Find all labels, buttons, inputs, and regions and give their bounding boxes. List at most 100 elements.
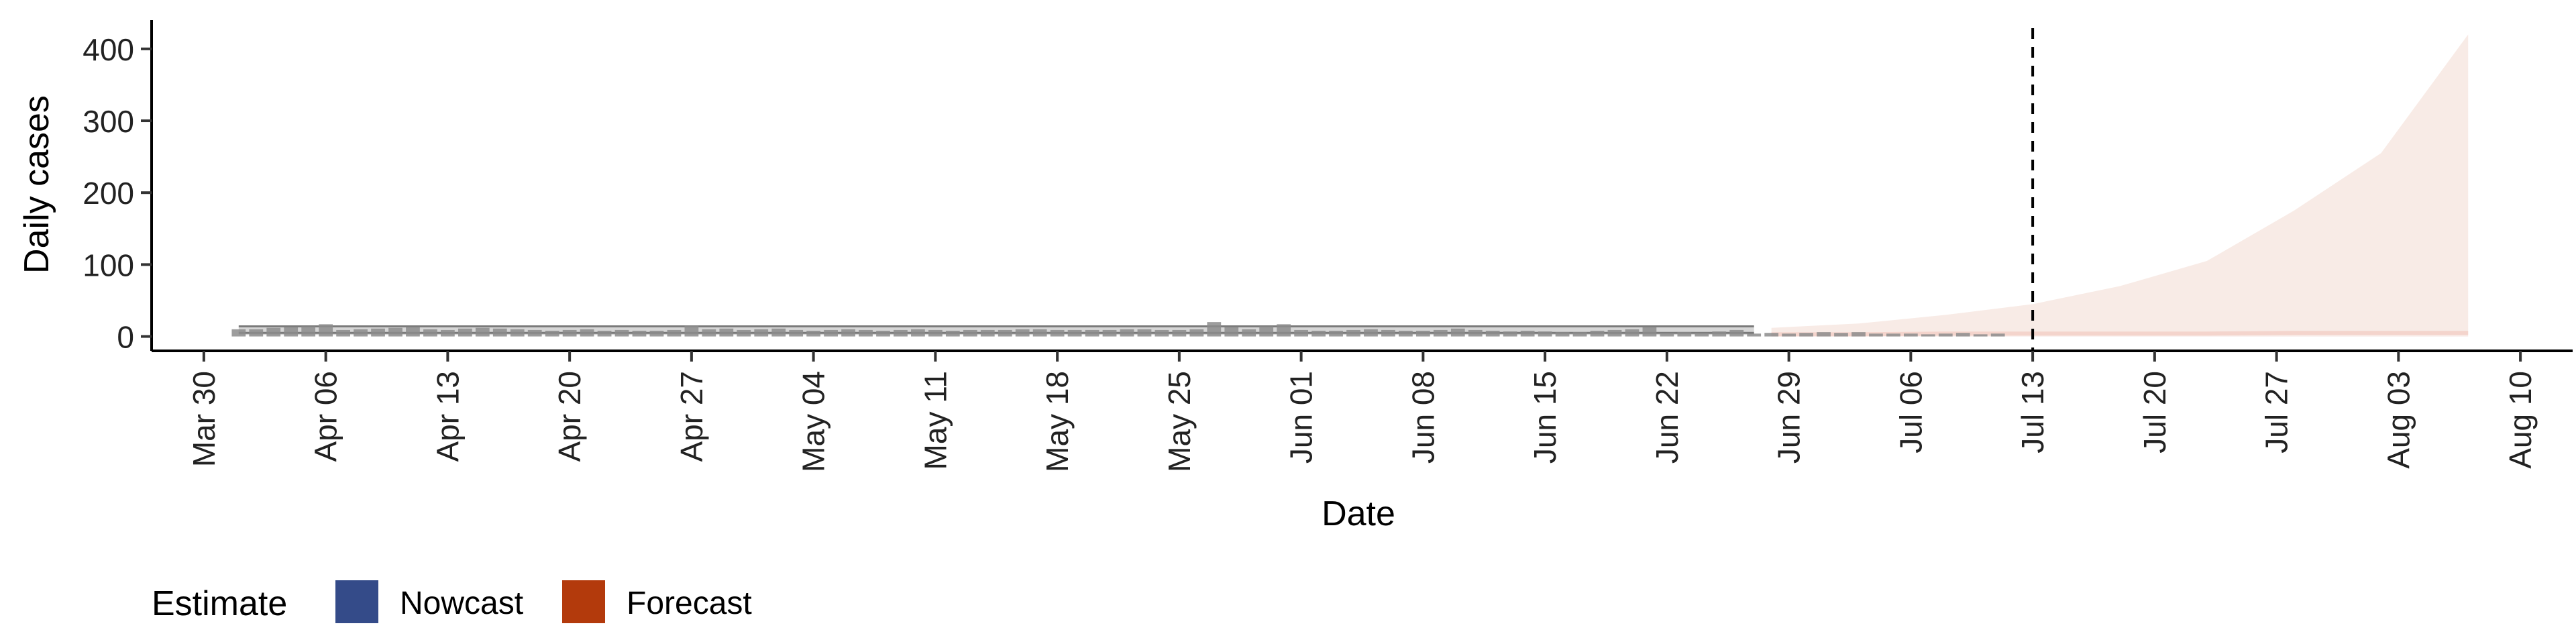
observed-bar (492, 328, 507, 337)
y-tick-label: 300 (83, 104, 134, 139)
observed-bar (894, 329, 908, 337)
observed-bar (1747, 333, 1762, 337)
observed-bar (702, 329, 716, 337)
observed-bar (1869, 333, 1883, 337)
x-tick-label: Jul 20 (2137, 371, 2172, 453)
observed-bar (562, 329, 577, 337)
observed-bar (458, 328, 472, 337)
observed-bar (1799, 333, 1813, 337)
observed-bar (423, 329, 437, 337)
x-tick-label: Jun 22 (1650, 371, 1684, 464)
observed-bar (1764, 333, 1779, 337)
observed-bar (336, 329, 350, 337)
observed-bar (231, 329, 246, 337)
observed-bar (266, 327, 281, 337)
observed-bar (1311, 330, 1326, 337)
y-axis-ticks: 0 100 200 300 400 (83, 32, 152, 355)
observed-bar (998, 329, 1012, 337)
x-tick-label: May 18 (1040, 371, 1075, 472)
observed-bar (284, 327, 299, 337)
observed-bar (1921, 334, 1935, 337)
observed-bar (632, 330, 647, 337)
x-tick-label: Jun 15 (1527, 371, 1562, 464)
observed-bar (754, 329, 769, 337)
y-axis-title: Daily cases (17, 95, 56, 274)
observed-bar (475, 327, 490, 337)
x-tick-label: Jul 06 (1893, 371, 1928, 453)
observed-cases-bars (231, 322, 2005, 337)
observed-bar (1450, 328, 1465, 337)
observed-bar (1399, 330, 1413, 337)
observed-bar (1817, 332, 1831, 337)
observed-bar (1555, 332, 1570, 337)
legend-title: Estimate (152, 584, 287, 623)
observed-bar (1834, 333, 1848, 337)
legend-swatch-nowcast (335, 580, 378, 623)
observed-bar (1102, 329, 1117, 337)
plot-area (238, 34, 2469, 337)
observed-bar (1259, 326, 1274, 337)
observed-bar (614, 329, 629, 337)
x-axis-ticks: Mar 30 Apr 06 Apr 13 Apr 20 Apr 27 May 04 May … (186, 351, 2538, 472)
observed-bar (1120, 329, 1134, 337)
x-tick-label: Jul 27 (2259, 371, 2294, 453)
observed-bar (1712, 331, 1727, 337)
observed-bar (789, 329, 804, 337)
observed-bar (1538, 331, 1552, 337)
observed-bar (1050, 329, 1065, 337)
observed-bar (1364, 329, 1378, 337)
legend-swatch-forecast (562, 580, 605, 623)
observed-bar (1729, 329, 1744, 337)
x-tick-label: May 04 (796, 371, 831, 472)
observed-bar (388, 327, 402, 337)
x-tick-label: May 11 (918, 371, 953, 470)
observed-bar (1155, 329, 1169, 337)
observed-bar (354, 329, 368, 337)
observed-bar (1973, 334, 1988, 337)
observed-bar (684, 325, 699, 337)
observed-bar (545, 330, 559, 337)
observed-bar (1067, 329, 1082, 337)
x-tick-label: Apr 20 (552, 371, 587, 462)
observed-bar (824, 329, 838, 337)
observed-bar (1695, 333, 1709, 337)
observed-bar (597, 330, 612, 337)
observed-bar (1015, 329, 1030, 337)
observed-bar (1990, 333, 2005, 337)
observed-bar (1660, 333, 1674, 337)
observed-bar (441, 329, 455, 337)
observed-bar (1415, 330, 1430, 337)
x-tick-label: Mar 30 (186, 371, 221, 467)
observed-bar (1207, 322, 1222, 337)
observed-bar (1938, 333, 1953, 337)
axes (150, 20, 2573, 352)
observed-bar (1955, 333, 1970, 337)
observed-bar (1625, 329, 1640, 337)
y-tick-label: 400 (83, 32, 134, 67)
observed-bar (1329, 330, 1343, 337)
observed-bar (1468, 329, 1483, 337)
x-tick-label: Jul 13 (2015, 371, 2050, 453)
legend-label-nowcast: Nowcast (400, 586, 523, 621)
observed-bar (928, 329, 943, 337)
observed-bar (406, 327, 420, 337)
observed-bar (249, 329, 264, 337)
x-tick-label: Aug 03 (2381, 371, 2416, 469)
observed-bar (1886, 333, 1900, 337)
observed-bar (1189, 329, 1204, 337)
observed-bar (649, 330, 664, 337)
observed-bar (527, 329, 542, 337)
observed-bar (911, 329, 925, 337)
observed-bar (1607, 329, 1622, 337)
observed-bar (1224, 327, 1239, 337)
observed-bar (841, 329, 855, 337)
observed-bar (771, 328, 786, 337)
x-tick-label: Apr 13 (430, 371, 465, 462)
observed-bar (1677, 332, 1692, 337)
x-tick-label: Jun 01 (1284, 371, 1319, 464)
observed-bar (1903, 333, 1918, 337)
observed-bar (371, 328, 385, 337)
observed-bar (1346, 329, 1360, 337)
observed-bar (945, 330, 960, 337)
